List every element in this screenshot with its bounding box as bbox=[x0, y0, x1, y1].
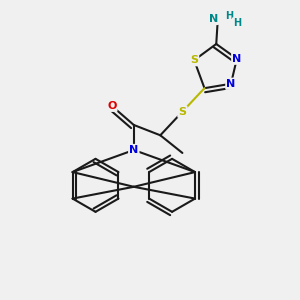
Text: O: O bbox=[107, 101, 116, 111]
Text: N: N bbox=[226, 79, 236, 89]
Text: H: H bbox=[225, 11, 234, 21]
Text: S: S bbox=[190, 55, 198, 65]
Text: S: S bbox=[178, 107, 186, 117]
Text: N: N bbox=[232, 54, 242, 64]
Text: H: H bbox=[233, 18, 241, 28]
Text: N: N bbox=[129, 145, 138, 155]
Text: N: N bbox=[209, 14, 218, 24]
